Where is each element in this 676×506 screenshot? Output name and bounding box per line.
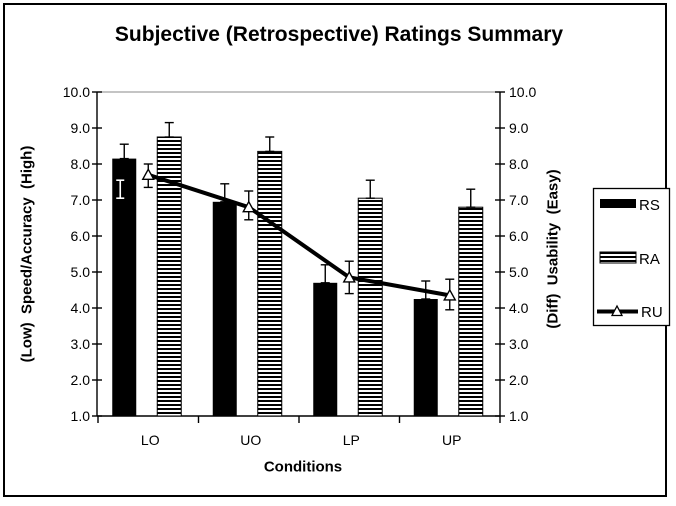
- marker-RU-LO: [141, 167, 155, 181]
- y-tick-label-left: 8.0: [71, 156, 91, 172]
- legend-label-RA: RA: [639, 251, 660, 268]
- marker-RU-LP: [342, 270, 356, 283]
- x-category-label: UP: [442, 432, 461, 448]
- y-tick-label-right: 10.0: [509, 84, 536, 100]
- line-series-RU: [141, 163, 457, 311]
- y-tick-label-right: 4.0: [509, 300, 529, 316]
- y-tick-label-right: 5.0: [509, 264, 529, 280]
- y-tick-label-left: 9.0: [71, 120, 91, 136]
- y-tick-label-right: 2.0: [509, 372, 529, 388]
- y-tick-label-left: 1.0: [71, 408, 91, 424]
- legend: RS RA RU: [592, 187, 671, 327]
- bar-RS-UP: [413, 299, 438, 416]
- line-RU: [147, 172, 451, 298]
- y-tick-label-left: 6.0: [71, 228, 91, 244]
- error-bar-RA-LO: [164, 121, 174, 138]
- bar-RA-UP: [458, 206, 484, 417]
- marker-RU-UO: [242, 200, 256, 213]
- error-bar-RS-LO: [119, 143, 129, 160]
- y-tick-label-left: 2.0: [71, 372, 91, 388]
- legend-label-RS: RS: [639, 197, 660, 214]
- y-tick-label-left: 7.0: [71, 192, 91, 208]
- y-tick-label-right: 3.0: [509, 336, 529, 352]
- bar-RS-UO: [212, 201, 237, 416]
- bar-series: [112, 121, 484, 417]
- error-bar-RA-LP: [365, 179, 375, 199]
- x-axis-title: Conditions: [263, 458, 343, 476]
- y-tick-label-right: 9.0: [509, 120, 529, 136]
- bar-RA-LP: [357, 197, 383, 417]
- y-tick-label-left: 5.0: [71, 264, 91, 280]
- marker-RU-UP: [443, 288, 457, 301]
- y-tick-label-left: 4.0: [71, 300, 91, 316]
- legend-label-RU: RU: [641, 304, 663, 321]
- y-tick-label-right: 1.0: [509, 408, 529, 424]
- bar-RS-LP: [313, 282, 338, 416]
- x-category-label: LP: [343, 432, 360, 448]
- y-tick-label-right: 7.0: [509, 192, 529, 208]
- bar-RA-UO: [257, 150, 283, 417]
- bar-RS-LO: [112, 158, 137, 416]
- y-tick-label-left: 10.0: [63, 84, 90, 100]
- chart-title: Subjective (Retrospective) Ratings Summa…: [114, 23, 564, 46]
- error-bar-RS-LP: [320, 264, 330, 284]
- legend-swatch-RS: [600, 199, 636, 208]
- y-tick-label-right: 8.0: [509, 156, 529, 172]
- y-tick-label-right: 6.0: [509, 228, 529, 244]
- x-category-label: UO: [240, 432, 261, 448]
- inner-white-whisker: [116, 179, 125, 199]
- error-bar-RA-UP: [466, 188, 476, 208]
- legend-swatch-RA: [599, 251, 637, 264]
- x-category-label: LO: [141, 432, 160, 448]
- legend-marker-RU: [610, 304, 624, 317]
- error-bar-RA-UO: [265, 136, 275, 153]
- y-tick-label-left: 3.0: [71, 336, 91, 352]
